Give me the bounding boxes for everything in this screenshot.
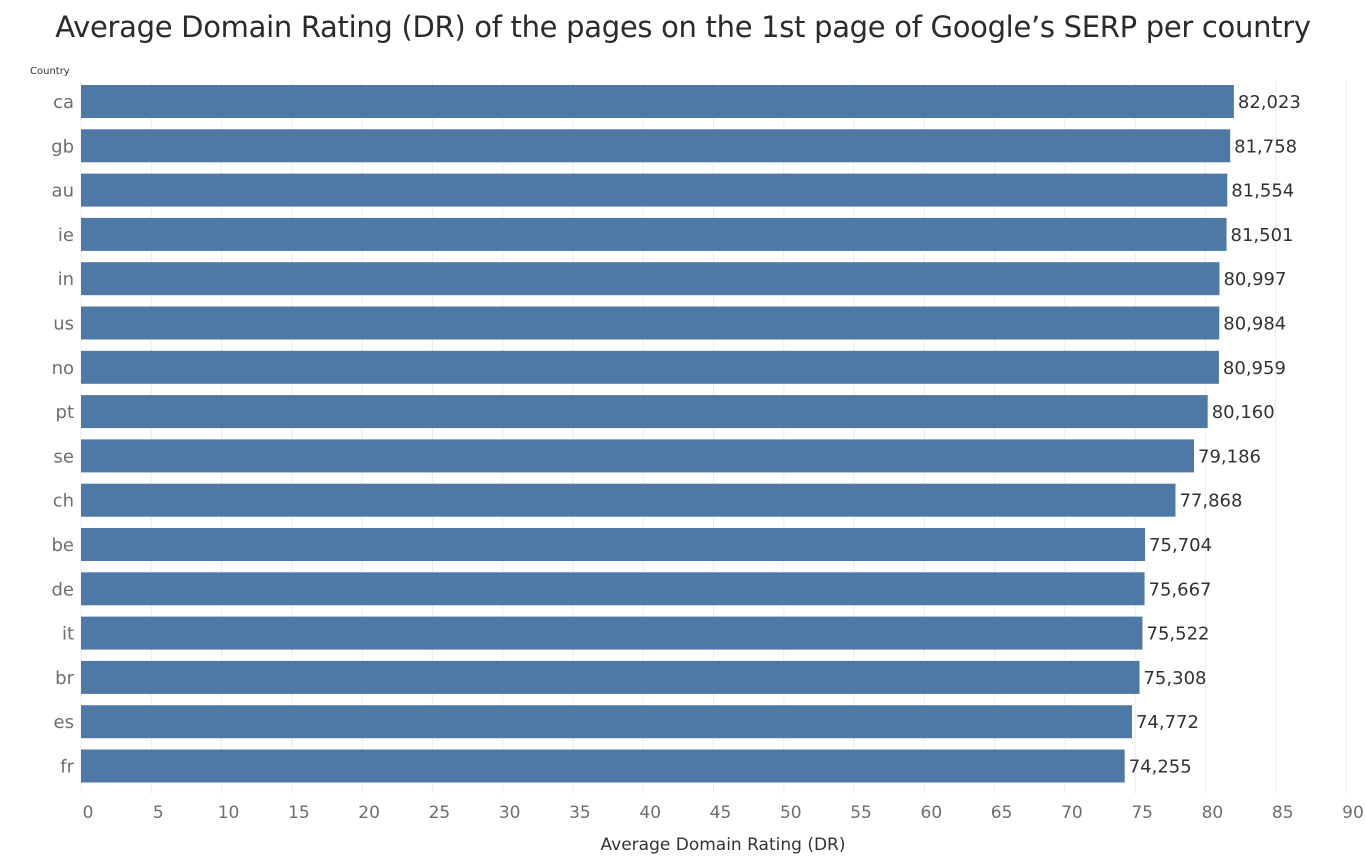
category-labels: ca gb au ie in us no pt se ch be de it br es fr <box>51 92 74 778</box>
bar-es <box>81 705 1132 739</box>
bar-no <box>81 350 1219 384</box>
category-label-it: it <box>62 624 74 645</box>
bar-be <box>81 528 1146 561</box>
category-label-es: es <box>54 712 74 733</box>
category-label-gb: gb <box>51 136 74 157</box>
value-label-be: 75,704 <box>1149 535 1212 556</box>
bar-se <box>81 439 1195 473</box>
value-label-ie: 81,501 <box>1231 225 1294 246</box>
x-tick-label: 60 <box>921 803 943 823</box>
value-label-es: 74,772 <box>1136 712 1199 733</box>
bar-us <box>81 306 1220 340</box>
x-tick-label: 90 <box>1342 803 1364 823</box>
category-label-se: se <box>54 446 74 467</box>
x-tick-label: 25 <box>429 803 451 823</box>
category-label-au: au <box>52 181 74 202</box>
x-tick-label: 55 <box>850 803 872 823</box>
x-tick-label: 80 <box>1202 803 1224 823</box>
bar-ch <box>81 483 1176 517</box>
value-label-it: 75,522 <box>1147 624 1210 645</box>
category-label-br: br <box>55 668 74 689</box>
bar-br <box>81 660 1140 694</box>
x-tick-label: 0 <box>83 803 94 823</box>
bar-pt <box>81 395 1208 429</box>
bar-gb <box>81 129 1231 163</box>
category-label-ch: ch <box>53 491 74 512</box>
x-tick-label: 85 <box>1272 803 1294 823</box>
category-label-be: be <box>52 535 75 556</box>
category-label-ca: ca <box>53 92 74 113</box>
value-label-ca: 82,023 <box>1238 92 1301 113</box>
x-tick-label: 75 <box>1131 803 1153 823</box>
value-label-gb: 81,758 <box>1234 136 1297 157</box>
x-axis-ticks: 0 5 10 15 20 25 30 35 40 45 50 55 60 65 70 75 80 85 90 <box>83 803 1364 823</box>
value-label-au: 81,554 <box>1231 181 1294 202</box>
bar-ca <box>81 85 1234 118</box>
category-label-us: us <box>53 314 74 335</box>
value-labels: 82,023 81,758 81,554 81,501 80,997 80,984 80,9… <box>1129 92 1301 778</box>
x-axis-title: Average Domain Rating (DR) <box>601 835 846 855</box>
bar-it <box>81 616 1143 650</box>
category-label-pt: pt <box>56 402 74 423</box>
category-label-de: de <box>52 579 75 600</box>
x-tick-label: 10 <box>218 803 240 823</box>
x-tick-label: 15 <box>288 803 310 823</box>
value-label-br: 75,308 <box>1143 668 1206 689</box>
category-label-no: no <box>52 358 74 379</box>
x-tick-label: 30 <box>499 803 521 823</box>
bar-ie <box>81 217 1227 251</box>
x-tick-label: 5 <box>153 803 164 823</box>
value-label-de: 75,667 <box>1149 579 1212 600</box>
x-tick-label: 45 <box>710 803 732 823</box>
value-label-se: 79,186 <box>1198 446 1261 467</box>
x-tick-label: 40 <box>639 803 661 823</box>
bar-de <box>81 572 1145 606</box>
bars <box>81 85 1234 783</box>
value-label-pt: 80,160 <box>1212 402 1275 423</box>
x-tick-label: 65 <box>991 803 1013 823</box>
bar-fr <box>81 749 1125 783</box>
y-dimension-title: Country <box>30 66 70 77</box>
category-label-in: in <box>58 269 74 290</box>
value-label-fr: 74,255 <box>1129 757 1192 778</box>
x-tick-label: 35 <box>569 803 591 823</box>
bar-au <box>81 173 1228 207</box>
value-label-ch: 77,868 <box>1179 491 1242 512</box>
category-label-ie: ie <box>58 225 74 246</box>
x-tick-label: 50 <box>780 803 802 823</box>
x-tick-label: 70 <box>1061 803 1083 823</box>
value-label-us: 80,984 <box>1223 314 1286 335</box>
value-label-in: 80,997 <box>1223 269 1286 290</box>
category-label-fr: fr <box>60 757 74 778</box>
bar-in <box>81 262 1220 296</box>
chart-title: Average Domain Rating (DR) of the pages … <box>55 10 1311 44</box>
value-label-no: 80,959 <box>1223 358 1286 379</box>
x-tick-label: 20 <box>358 803 380 823</box>
